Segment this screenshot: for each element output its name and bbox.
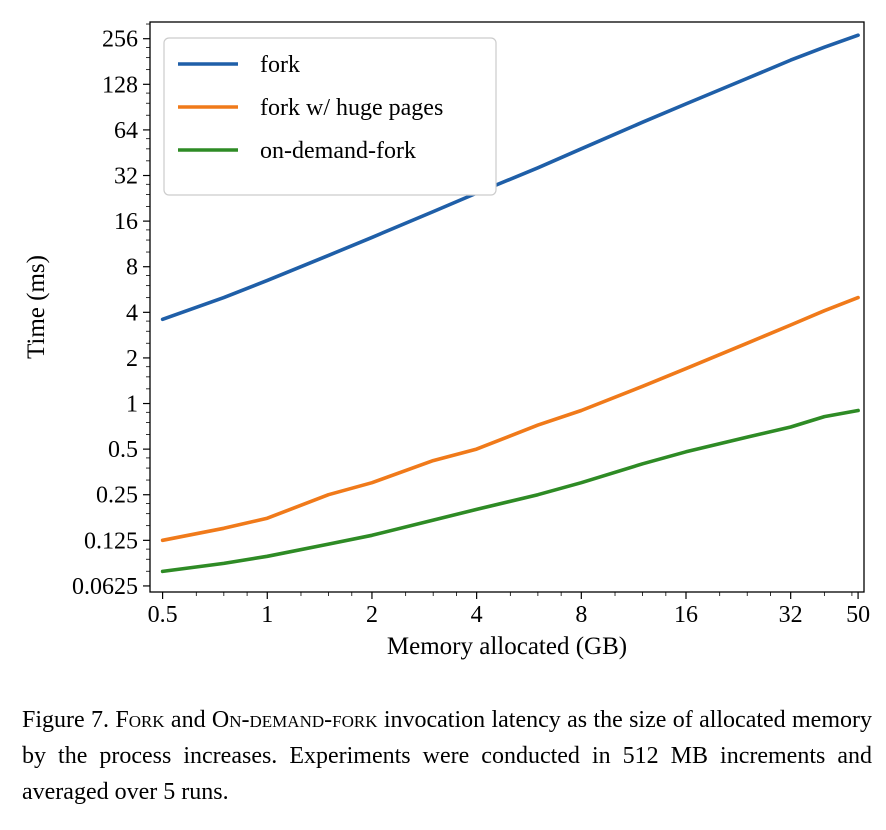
x-tick-label: 4 <box>471 602 483 628</box>
caption-term-fork: Fork <box>115 707 165 733</box>
x-tick-label: 16 <box>674 602 698 628</box>
axis-ticks: 0.0625 0.125 0.25 0.5 1 2 4 8 16 32 64 128 256 0.5 1 2 4… <box>72 27 870 628</box>
x-tick-label: 1 <box>261 602 273 628</box>
x-tick-label: 8 <box>575 602 587 628</box>
latency-chart: 0.0625 0.125 0.25 0.5 1 2 4 8 16 32 64 128 256 0.5 1 2 4… <box>23 21 870 660</box>
caption-rest: invocation latency as the size of alloca… <box>22 707 872 805</box>
x-tick-label: 32 <box>779 602 803 628</box>
legend: fork fork w/ huge pages on-demand-fork <box>163 37 497 196</box>
y-tick-label: 0.25 <box>96 483 138 509</box>
x-axis-label: Memory allocated (GB) <box>387 633 627 660</box>
y-tick-label: 0.125 <box>84 528 138 554</box>
y-tick-label: 64 <box>114 118 138 144</box>
plot-frame <box>149 21 865 593</box>
caption-term-on-demand-fork: On-demand-fork <box>211 707 378 733</box>
y-tick-label: 32 <box>114 164 138 190</box>
y-tick-label: 0.0625 <box>72 574 138 600</box>
x-tick-label: 0.5 <box>148 602 178 628</box>
series-line-fork-w-huge-pages <box>160 295 860 543</box>
series-line-on-demand-fork <box>160 408 860 574</box>
y-axis-label: Time (ms) <box>23 255 50 359</box>
legend-label: on-demand-fork <box>260 138 416 164</box>
legend-box <box>163 37 497 196</box>
y-tick-label: 16 <box>114 209 138 235</box>
y-tick-label: 1 <box>126 392 138 418</box>
caption-prefix: Figure 7. <box>22 707 116 733</box>
x-tick-label: 50 <box>846 602 870 628</box>
y-tick-label: 8 <box>126 255 138 281</box>
y-tick-label: 256 <box>102 27 138 53</box>
legend-label: fork w/ huge pages <box>260 95 443 121</box>
y-tick-label: 2 <box>126 346 138 372</box>
y-tick-label: 4 <box>126 300 138 326</box>
legend-label: fork <box>260 52 300 78</box>
caption-mid: and <box>164 707 212 733</box>
minor-ticks <box>146 23 853 596</box>
figure-caption: Figure 7. Fork and On-demand-fork invoca… <box>22 702 872 810</box>
series-line-fork <box>160 33 860 322</box>
y-tick-label: 128 <box>102 72 138 98</box>
x-tick-label: 2 <box>366 602 378 628</box>
series-lines <box>160 33 860 574</box>
y-tick-label: 0.5 <box>108 437 138 463</box>
